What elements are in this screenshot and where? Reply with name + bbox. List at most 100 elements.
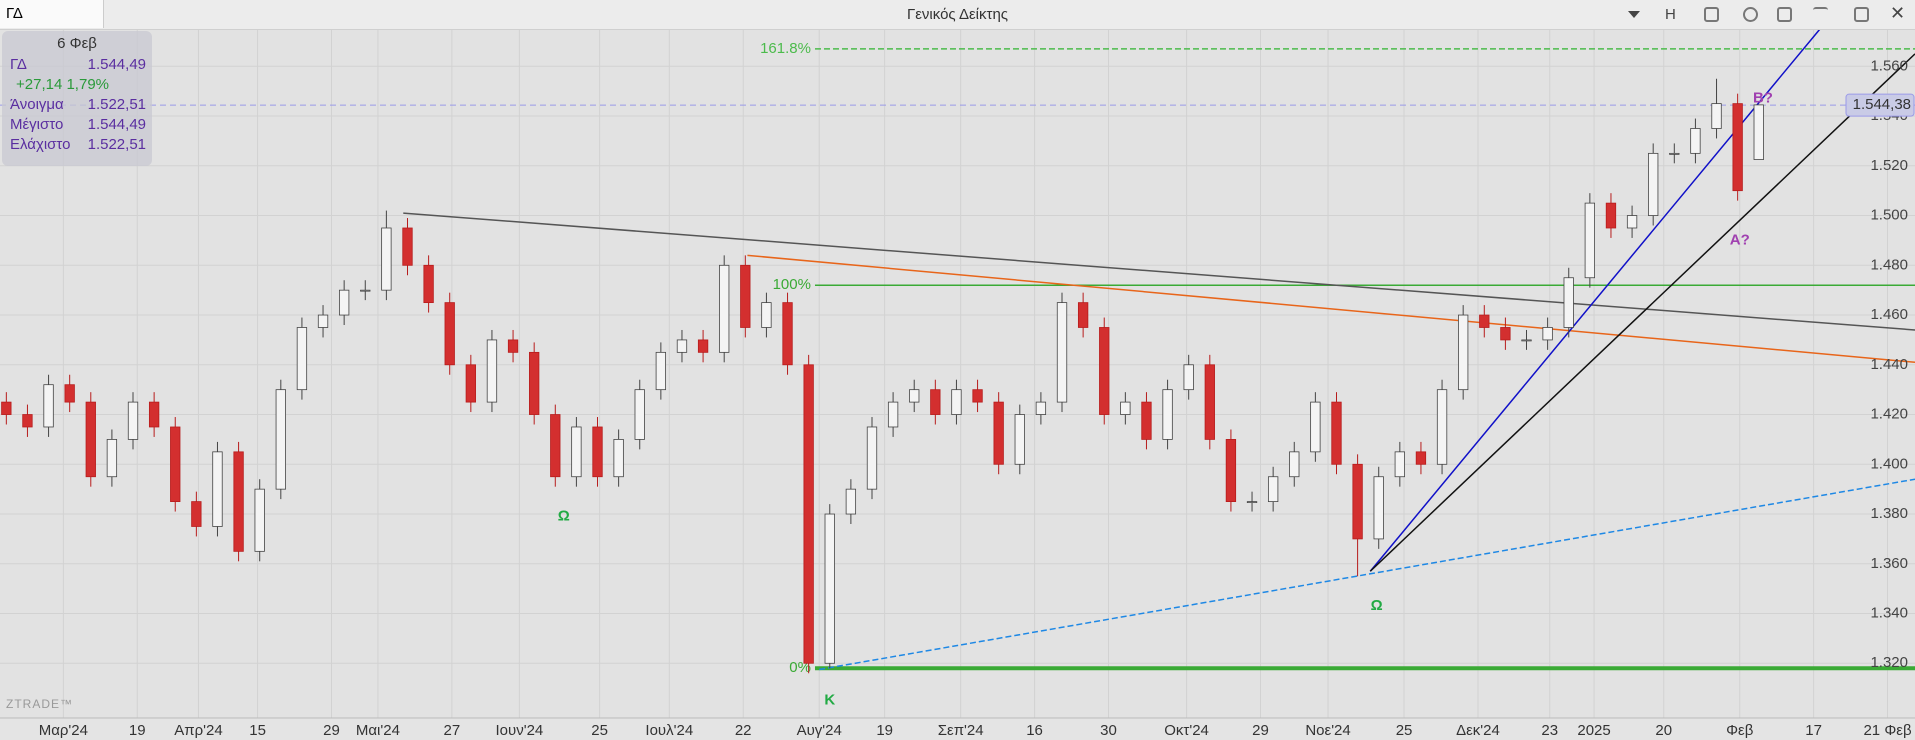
toolbar-icon[interactable] [1854, 7, 1869, 22]
candle-body [1690, 128, 1701, 154]
x-tick-label: 27 [443, 722, 460, 739]
candle-body [1521, 339, 1532, 342]
candle-body [212, 451, 223, 527]
info-label: Ελάχιστο [10, 136, 71, 153]
y-tick-label: 1.360 [1870, 555, 1908, 572]
candle-body [1605, 202, 1617, 229]
candle-body [339, 289, 350, 316]
candle-body [1563, 277, 1574, 328]
candle-body [233, 451, 244, 552]
y-tick-label: 1.340 [1870, 604, 1908, 621]
x-tick-label: 29 [1252, 722, 1269, 739]
x-tick-label: 22 [735, 722, 752, 739]
candle-body [1669, 152, 1680, 155]
info-symbol: ΓΔ [10, 56, 27, 73]
candle-body [43, 384, 54, 428]
title-bar: ΓΔ Γενικός Δείκτης Η ✕ [0, 0, 1915, 30]
candle-body [1584, 202, 1596, 279]
candle-body [1289, 451, 1300, 478]
toolbar-icon[interactable] [1813, 7, 1828, 22]
candle-body [740, 264, 751, 328]
candle-body [571, 426, 582, 478]
candle-body [697, 339, 709, 353]
x-tick-label: 19 [876, 722, 893, 739]
last-price-box [1845, 93, 1915, 117]
y-tick-label: 1.440 [1870, 356, 1908, 373]
x-tick-label: 17 [1805, 722, 1822, 739]
candle-body [444, 302, 455, 366]
tab[interactable]: ΓΔ [0, 0, 104, 28]
candle-body [1331, 401, 1342, 465]
candle-body [1077, 302, 1089, 328]
info-label: Μέγιστο [10, 116, 64, 133]
dropdown[interactable] [1628, 11, 1640, 24]
candle-body [127, 401, 139, 440]
x-tick-label: Οκτ'24 [1164, 722, 1209, 739]
x-tick-label: Μαι'24 [356, 722, 400, 739]
candle-body [1035, 401, 1047, 415]
candle-body [170, 426, 181, 502]
y-tick-label: 1.420 [1870, 406, 1908, 423]
y-tick-label: 1.500 [1870, 207, 1908, 224]
candle-body [1056, 302, 1068, 403]
toolbar-button[interactable]: Η [1665, 6, 1676, 23]
candle-body [719, 264, 730, 353]
candle-body [1141, 401, 1152, 440]
candle-body [845, 488, 857, 515]
candle-body [1099, 327, 1110, 415]
x-tick-label: Φεβ [1726, 722, 1754, 739]
y-tick-label: 1.480 [1870, 256, 1908, 273]
candle-body [296, 327, 308, 391]
candle-body [507, 339, 519, 353]
y-tick-label: 1.400 [1870, 455, 1908, 472]
toolbar-icon[interactable] [1777, 7, 1792, 22]
x-tick-label: Νοε'24 [1305, 722, 1350, 739]
candle-body [550, 414, 561, 478]
x-tick-label: 2025 [1577, 722, 1610, 739]
candle-body [1648, 152, 1659, 216]
info-value: 1.544,49 [87, 116, 146, 133]
pattern-label: Κ [824, 692, 835, 709]
candle-body [191, 501, 202, 527]
last-price-label: 1.544,38 [1853, 96, 1911, 113]
candle-body [1352, 463, 1363, 540]
trend-line [403, 212, 1915, 331]
candle-body [22, 414, 33, 428]
info-value: 1.522,51 [87, 96, 146, 113]
candle-body [1500, 327, 1511, 341]
plot-background [0, 29, 1915, 718]
candle-body [1, 401, 12, 415]
window-title: Γενικός Δείκτης [906, 6, 1009, 23]
candle-body [1711, 103, 1722, 129]
candle-body [275, 389, 286, 490]
y-tick-label: 1.560 [1870, 57, 1908, 74]
info-value: 1.522,51 [87, 136, 146, 153]
candle-body [993, 401, 1004, 465]
x-tick-label: 21 Φεβ [1863, 722, 1912, 739]
x-tick-label: Ιουν'24 [496, 722, 544, 739]
candle-body [1183, 364, 1194, 391]
info-date: 6 Φεβ [57, 35, 97, 52]
candle-body [1162, 389, 1173, 440]
candle-body [613, 439, 624, 478]
toolbar-icon[interactable] [1704, 7, 1719, 22]
watermark: ZTRADE™ [6, 697, 73, 711]
candle-body [465, 364, 476, 403]
candle-body [1267, 476, 1279, 502]
candle-body [148, 401, 160, 428]
candle-body [824, 513, 835, 664]
trend-line [1369, 28, 1821, 572]
candle-body [887, 401, 899, 428]
candle-body [1014, 414, 1025, 465]
candle-body [1732, 103, 1743, 192]
close-button[interactable]: ✕ [1890, 3, 1906, 23]
candle-body [1753, 104, 1764, 160]
pattern-label: Β? [1753, 90, 1773, 107]
candle-body [85, 401, 96, 478]
candle-body [1394, 451, 1405, 478]
toolbar-icon[interactable] [1743, 7, 1758, 22]
x-tick-label: 25 [1396, 722, 1413, 739]
pattern-label: Α? [1730, 231, 1750, 248]
candle-body [1479, 314, 1490, 328]
candle-body [761, 302, 772, 328]
